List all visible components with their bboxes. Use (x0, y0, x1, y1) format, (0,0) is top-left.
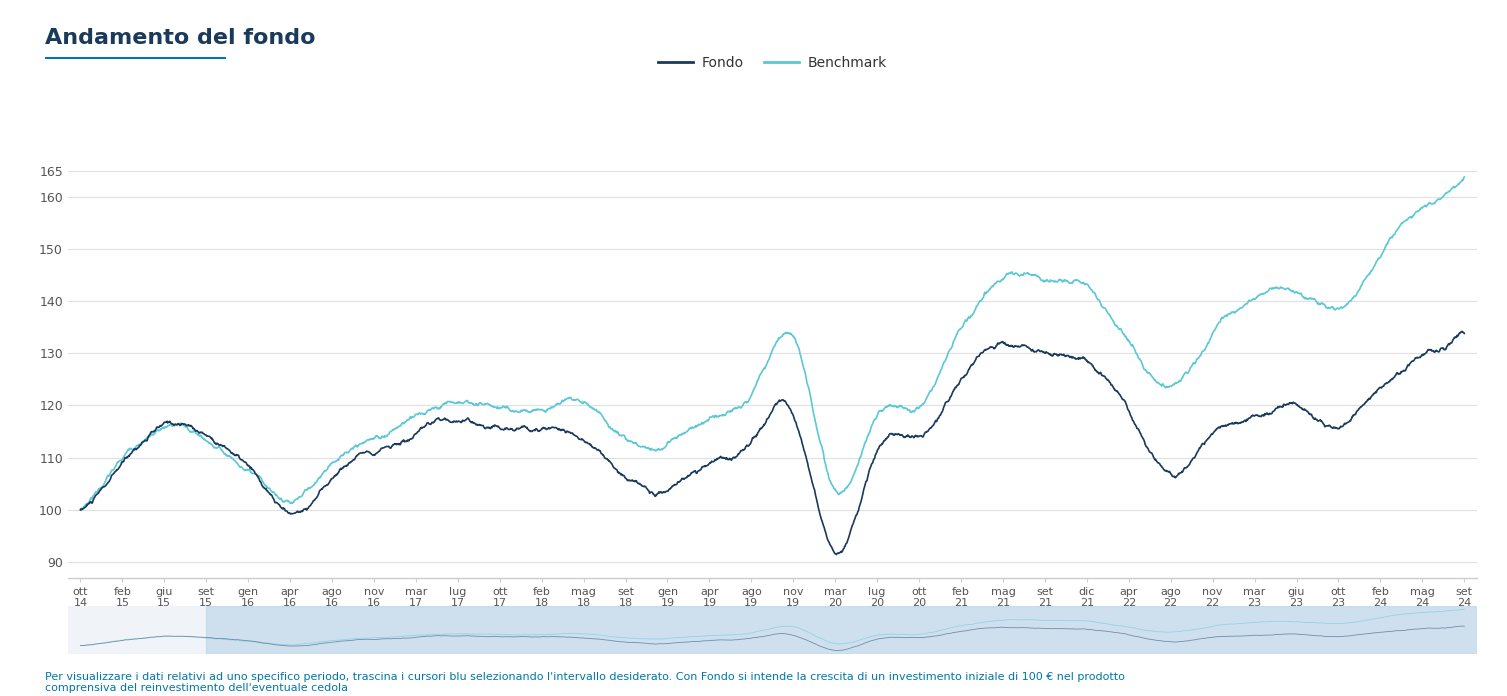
Legend: Fondo, Benchmark: Fondo, Benchmark (653, 50, 892, 75)
Text: Per visualizzare i dati relativi ad uno specifico periodo, trascina i cursori bl: Per visualizzare i dati relativi ad uno … (45, 672, 1126, 693)
Bar (206, 606, 1477, 654)
Text: Andamento del fondo: Andamento del fondo (45, 28, 315, 48)
